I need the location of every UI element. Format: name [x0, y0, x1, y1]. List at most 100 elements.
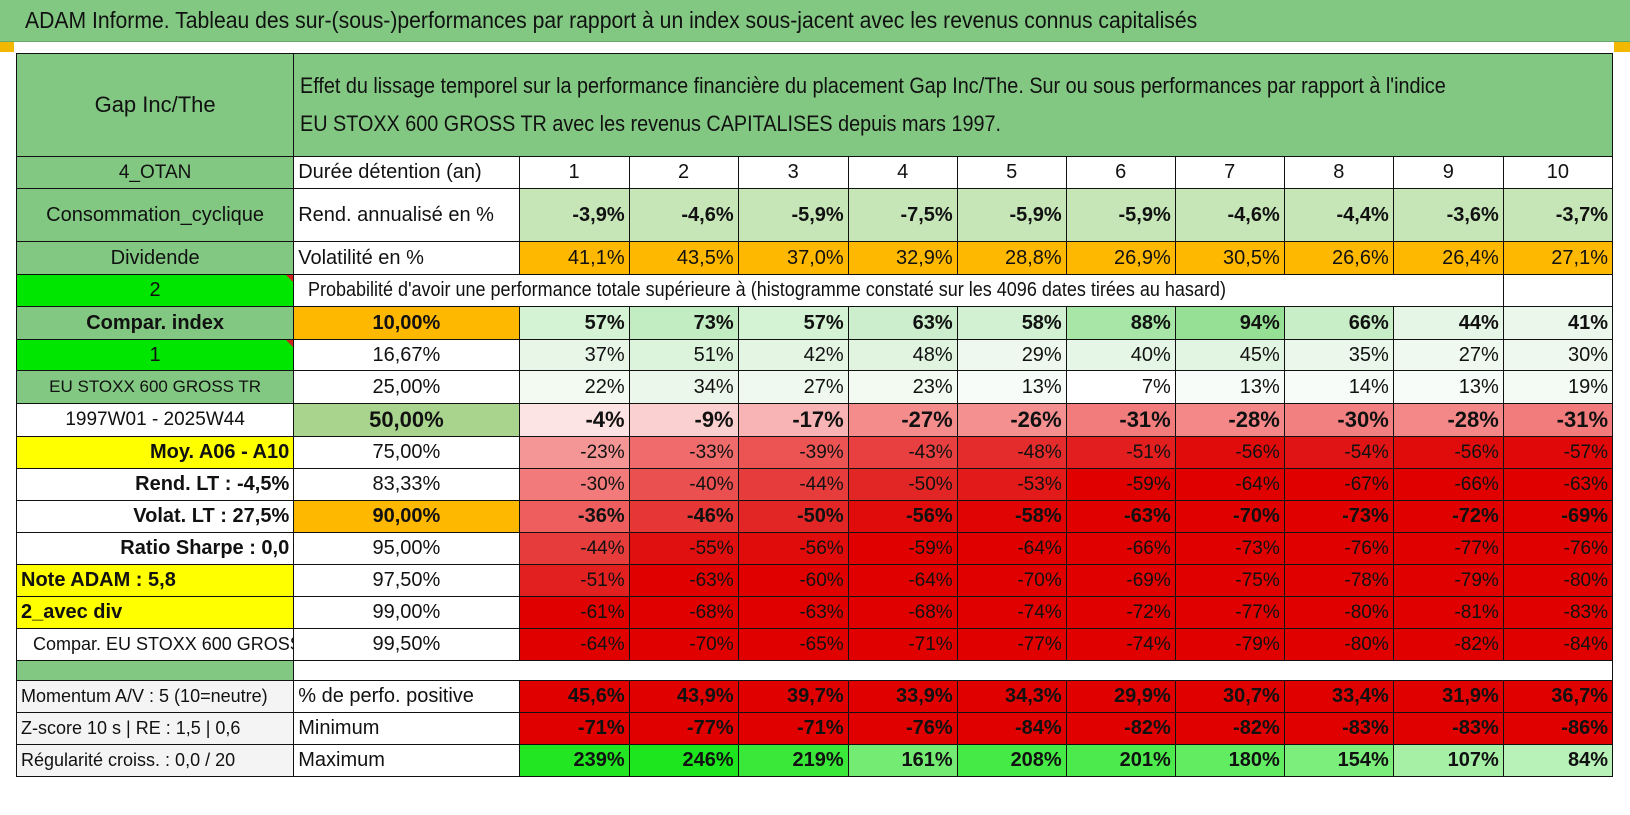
sector-label: Consommation_cyclique — [15, 188, 295, 242]
quantile-value: -66% — [1392, 468, 1504, 501]
quantile-value: 51% — [628, 339, 739, 371]
quantile-value: -43% — [847, 436, 958, 469]
bottom-value: 39,7% — [737, 680, 849, 713]
quantile-value: -36% — [518, 500, 630, 533]
quantile-value: 27% — [1392, 339, 1504, 371]
rend-value: -5,9% — [737, 188, 849, 242]
quantile-value: -68% — [847, 596, 958, 629]
quantile-value: -67% — [1283, 468, 1394, 501]
quantile-value: -63% — [628, 564, 739, 597]
bottom-value: 33,4% — [1283, 680, 1394, 713]
quantile-value: -9% — [628, 403, 739, 437]
quantile-value: -59% — [1065, 468, 1176, 501]
rend-value: -4,6% — [628, 188, 739, 242]
quantile-value: -60% — [737, 564, 849, 597]
separator-green — [15, 660, 295, 681]
quantile-value: 19% — [1502, 370, 1614, 404]
bottom-row-label: % de perfo. positive — [293, 680, 520, 713]
quantile-value: -72% — [1392, 500, 1504, 533]
description: Effet du lissage temporel sur la perform… — [293, 53, 1613, 157]
quantile-value: -56% — [737, 532, 849, 565]
volat-value: 30,5% — [1174, 241, 1285, 275]
quantile-value: -72% — [1065, 596, 1176, 629]
report-title-bar: ADAM Informe. Tableau des sur-(sous-)per… — [0, 0, 1630, 42]
bottom-value: 45,6% — [518, 680, 630, 713]
bottom-value: -82% — [1174, 712, 1285, 745]
quantile-value: -31% — [1065, 403, 1176, 437]
quantile-pct: 25,00% — [293, 370, 520, 404]
quantile-value: 66% — [1283, 306, 1394, 340]
year-header-8: 8 — [1283, 156, 1394, 189]
quantile-value: -63% — [1065, 500, 1176, 533]
bottom-value: -71% — [518, 712, 630, 745]
quantile-value: -44% — [518, 532, 630, 565]
quantile-value: -4% — [518, 403, 630, 437]
quantile-value: -63% — [1502, 468, 1614, 501]
rend-value: -7,5% — [847, 188, 958, 242]
quantile-value: 57% — [518, 306, 630, 340]
quantile-value: 42% — [737, 339, 849, 371]
quantile-value: -51% — [518, 564, 630, 597]
volat-value: 27,1% — [1502, 241, 1614, 275]
quantile-value: -28% — [1392, 403, 1504, 437]
quantile-value: -68% — [628, 596, 739, 629]
quantile-value: -50% — [847, 468, 958, 501]
quantile-pct: 83,33% — [293, 468, 520, 501]
quantile-value: 94% — [1174, 306, 1285, 340]
quantile-value: -64% — [956, 532, 1067, 565]
probability-title: Probabilité d'avoir une performance tota… — [293, 274, 1394, 307]
quantile-value: -26% — [956, 403, 1067, 437]
bottom-value: 246% — [628, 744, 739, 777]
quantile-value: -80% — [1283, 596, 1394, 629]
quantile-value: -64% — [518, 628, 630, 661]
quantile-value: -71% — [847, 628, 958, 661]
quantile-value: -73% — [1283, 500, 1394, 533]
dividend-label: Dividende — [15, 241, 295, 275]
year-header-9: 9 — [1392, 156, 1504, 189]
quantile-value: -82% — [1392, 628, 1504, 661]
left-label-index-name: EU STOXX 600 GROSS TR — [15, 370, 295, 404]
year-header-10: 10 — [1502, 156, 1614, 189]
bottom-value: -82% — [1065, 712, 1176, 745]
volat-value: 32,9% — [847, 241, 958, 275]
bottom-value: 30,7% — [1174, 680, 1285, 713]
quantile-value: -55% — [628, 532, 739, 565]
bottom-value: 180% — [1174, 744, 1285, 777]
bottom-left-label: Momentum A/V : 5 (10=neutre) — [15, 680, 295, 713]
quantile-value: 40% — [1065, 339, 1176, 371]
volat-label: Volatilité en % — [293, 241, 520, 275]
quantile-value: -70% — [956, 564, 1067, 597]
bottom-left-label: Régularité croiss. : 0,0 / 20 — [15, 744, 295, 777]
separator-blank — [293, 660, 1613, 681]
years-label: Durée détention (an) — [293, 156, 520, 189]
bottom-value: 219% — [737, 744, 849, 777]
quantile-value: -64% — [1174, 468, 1285, 501]
quantile-value: -79% — [1392, 564, 1504, 597]
quantile-value: -70% — [1174, 500, 1285, 533]
bottom-value: 154% — [1283, 744, 1394, 777]
quantile-value: -61% — [518, 596, 630, 629]
rend-label: Rend. annualisé en % — [293, 188, 520, 242]
bottom-value: 36,7% — [1502, 680, 1614, 713]
quantile-value: -65% — [737, 628, 849, 661]
volat-value: 37,0% — [737, 241, 849, 275]
rend-value: -5,9% — [956, 188, 1067, 242]
year-header-5: 5 — [956, 156, 1067, 189]
bottom-value: 29,9% — [1065, 680, 1176, 713]
quantile-value: 27% — [737, 370, 849, 404]
quantile-value: 45% — [1174, 339, 1285, 371]
quantile-value: -57% — [1502, 436, 1614, 469]
bottom-value: -83% — [1392, 712, 1504, 745]
quantile-value: -44% — [737, 468, 849, 501]
quantile-value: -59% — [847, 532, 958, 565]
report-title: ADAM Informe. Tableau des sur-(sous-)per… — [25, 7, 1198, 33]
rend-value: -4,6% — [1174, 188, 1285, 242]
bottom-value: 107% — [1392, 744, 1504, 777]
quantile-value: -77% — [1174, 596, 1285, 629]
description-line1: Effet du lissage temporel sur la perform… — [300, 73, 1447, 98]
year-header-7: 7 — [1174, 156, 1285, 189]
bottom-value: 161% — [847, 744, 958, 777]
quantile-pct: 16,67% — [293, 339, 520, 371]
left-label-compar-index: Compar. index — [15, 306, 295, 340]
quantile-value: 48% — [847, 339, 958, 371]
